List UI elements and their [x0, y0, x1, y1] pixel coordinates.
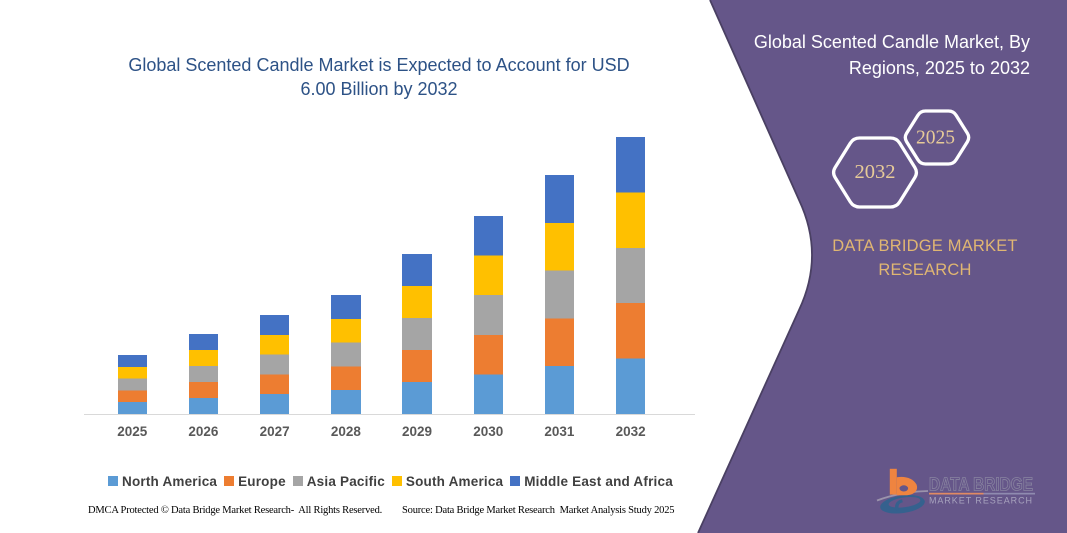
svg-text:2032: 2032: [855, 161, 896, 183]
svg-text:MARKET RESEARCH: MARKET RESEARCH: [929, 496, 1032, 506]
svg-text:2025: 2025: [916, 128, 955, 149]
svg-text:DATA BRIDGE: DATA BRIDGE: [929, 474, 1033, 495]
